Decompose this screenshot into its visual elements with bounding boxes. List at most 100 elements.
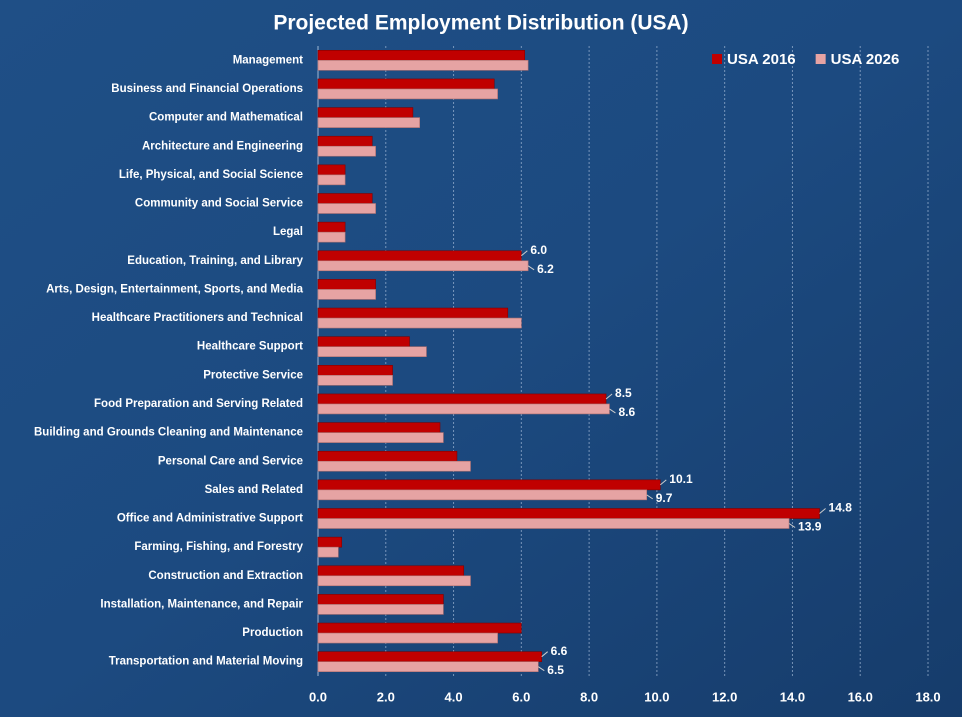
value-label: 6.5 <box>547 663 564 677</box>
bar <box>317 375 393 386</box>
y-tick-label: Architecture and Engineering <box>142 140 303 152</box>
bar <box>317 565 465 577</box>
bar <box>317 365 393 376</box>
bar <box>317 78 495 90</box>
legend-label: USA 2016 <box>727 51 796 68</box>
bar <box>317 422 441 433</box>
y-tick-label: Production <box>242 627 303 639</box>
x-tick-label: 12.0 <box>712 689 737 704</box>
label-leader <box>659 479 667 486</box>
bar <box>317 450 458 462</box>
bar <box>317 403 610 415</box>
y-tick-label: Computer and Mathematical <box>149 112 303 124</box>
x-tick-label: 4.0 <box>445 689 463 704</box>
value-label: 14.8 <box>829 501 853 515</box>
label-leader <box>788 523 796 528</box>
bar <box>317 203 376 214</box>
value-label: 8.6 <box>618 405 635 419</box>
y-tick-label: Personal Care and Service <box>158 455 303 467</box>
bar <box>317 145 376 157</box>
y-tick-label: Building and Grounds Cleaning and Mainte… <box>34 427 303 439</box>
bar <box>317 317 522 329</box>
bar <box>317 221 346 233</box>
value-label: 9.7 <box>656 491 673 505</box>
bar <box>317 164 346 176</box>
bar <box>317 260 529 272</box>
y-tick-label: Farming, Fishing, and Forestry <box>134 541 303 553</box>
bar <box>317 575 471 587</box>
label-leader <box>605 393 613 400</box>
x-tick-label: 18.0 <box>915 689 940 704</box>
bar <box>317 393 607 405</box>
x-tick-label: 0.0 <box>309 689 327 704</box>
legend-label: USA 2026 <box>831 51 900 68</box>
bar <box>317 174 346 186</box>
value-label: 13.9 <box>798 520 822 534</box>
y-tick-label: Installation, Maintenance, and Repair <box>100 598 303 610</box>
label-leader <box>819 508 826 514</box>
bar <box>317 279 376 290</box>
chart-title: Projected Employment Distribution (USA) <box>273 12 688 35</box>
x-tick-label: 16.0 <box>848 689 873 704</box>
y-tick-label: Business and Financial Operations <box>111 83 303 95</box>
y-tick-label: Sales and Related <box>205 484 303 496</box>
bar <box>317 604 444 615</box>
bar <box>317 250 522 262</box>
value-label: 6.0 <box>530 243 547 257</box>
bar <box>317 460 471 472</box>
x-tick-label: 2.0 <box>377 689 395 704</box>
value-label: 10.1 <box>669 472 693 486</box>
bar <box>317 518 790 529</box>
bar <box>317 508 820 519</box>
bar <box>317 88 498 100</box>
y-tick-label: Food Preparation and Serving Related <box>94 398 303 410</box>
label-leader <box>646 494 653 500</box>
value-label: 8.5 <box>615 386 632 400</box>
bar <box>317 346 427 357</box>
y-tick-label: Legal <box>273 226 303 238</box>
x-tick-label: 8.0 <box>580 689 598 704</box>
bar <box>317 336 410 347</box>
y-tick-label: Office and Administrative Support <box>117 513 303 525</box>
bar <box>317 50 526 61</box>
label-leader <box>538 666 545 672</box>
value-label: 6.6 <box>551 644 568 658</box>
x-tick-label: 14.0 <box>780 689 805 704</box>
bar <box>317 632 498 644</box>
label-leader <box>527 265 535 271</box>
legend-swatch <box>712 54 722 64</box>
x-tick-label: 6.0 <box>512 689 530 704</box>
bar <box>317 193 373 204</box>
y-tick-label: Construction and Extraction <box>148 570 303 582</box>
legend-swatch <box>815 54 826 64</box>
bar <box>317 60 529 71</box>
y-tick-label: Life, Physical, and Social Science <box>119 169 303 181</box>
bar <box>317 117 420 128</box>
y-tick-label: Healthcare Practitioners and Technical <box>92 312 303 324</box>
label-leader <box>521 250 528 257</box>
bar <box>317 479 661 491</box>
bar <box>317 536 343 548</box>
y-tick-label: Protective Service <box>203 369 303 381</box>
bar <box>317 622 522 634</box>
bar <box>317 546 339 558</box>
bar <box>317 651 542 662</box>
bar <box>317 107 414 118</box>
label-leader <box>541 651 548 658</box>
bar <box>317 489 648 501</box>
y-tick-label: Transportation and Material Moving <box>109 656 303 668</box>
x-tick-label: 10.0 <box>644 689 669 704</box>
bar <box>317 231 346 243</box>
y-tick-label: Management <box>233 54 303 66</box>
bar <box>317 661 539 672</box>
y-tick-label: Arts, Design, Entertainment, Sports, and… <box>46 283 303 295</box>
value-label: 6.2 <box>537 262 554 276</box>
bar <box>317 135 373 147</box>
bar <box>317 594 444 605</box>
bar <box>317 432 444 443</box>
bar <box>317 289 376 300</box>
label-leader <box>609 408 616 414</box>
